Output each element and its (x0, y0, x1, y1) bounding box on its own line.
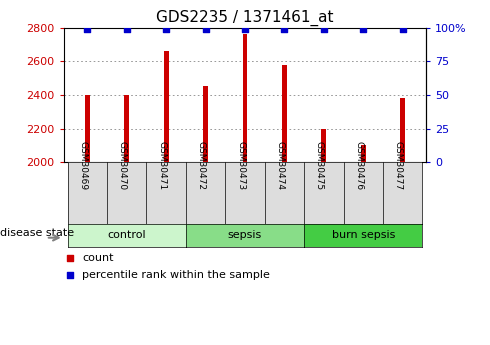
Bar (282, 65, 287, 162)
Point (66, 255, 74, 261)
Text: GSM30477: GSM30477 (393, 141, 403, 190)
Title: GDS2235 / 1371461_at: GDS2235 / 1371461_at (156, 10, 334, 26)
Text: GSM30473: GSM30473 (236, 141, 245, 190)
Text: GSM30472: GSM30472 (196, 141, 206, 190)
Bar (243, 34, 247, 162)
Point (202, 26, 210, 32)
Text: GSM30475: GSM30475 (315, 141, 324, 190)
Text: control: control (107, 230, 146, 240)
Bar (124, 95, 129, 162)
Text: GSM30476: GSM30476 (354, 141, 363, 190)
Text: GSM30470: GSM30470 (118, 141, 127, 190)
Bar (203, 87, 208, 162)
Text: count: count (82, 253, 114, 263)
Bar (85, 95, 90, 162)
Point (241, 26, 249, 32)
Text: disease state: disease state (0, 228, 74, 238)
Text: burn sepsis: burn sepsis (332, 230, 395, 240)
Text: GSM30471: GSM30471 (157, 141, 166, 190)
Text: sepsis: sepsis (228, 230, 262, 240)
Point (359, 26, 367, 32)
Bar (321, 128, 326, 162)
Point (399, 26, 407, 32)
Point (162, 26, 170, 32)
Point (123, 26, 131, 32)
Point (83, 26, 91, 32)
Text: percentile rank within the sample: percentile rank within the sample (82, 270, 270, 280)
Point (280, 26, 288, 32)
Bar (400, 98, 405, 162)
Bar (164, 51, 169, 162)
Text: GSM30474: GSM30474 (275, 141, 284, 190)
Point (320, 26, 328, 32)
Text: GSM30469: GSM30469 (78, 141, 87, 190)
Bar (361, 145, 366, 162)
Point (66, 272, 74, 278)
